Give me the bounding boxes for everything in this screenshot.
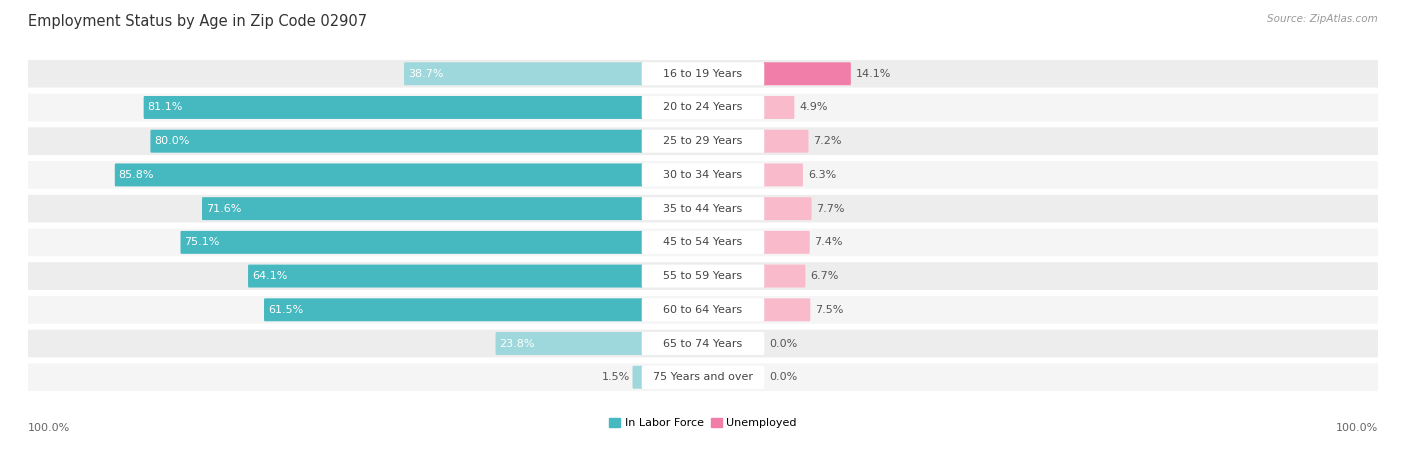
FancyBboxPatch shape (28, 364, 1378, 391)
FancyBboxPatch shape (641, 298, 765, 321)
FancyBboxPatch shape (28, 262, 1378, 290)
Text: 14.1%: 14.1% (856, 69, 891, 79)
FancyBboxPatch shape (641, 265, 765, 288)
FancyBboxPatch shape (28, 94, 1378, 121)
FancyBboxPatch shape (115, 163, 643, 186)
Text: 80.0%: 80.0% (155, 136, 190, 146)
Text: 6.7%: 6.7% (810, 271, 838, 281)
FancyBboxPatch shape (633, 366, 643, 389)
Text: 75 Years and over: 75 Years and over (652, 372, 754, 382)
FancyBboxPatch shape (641, 96, 765, 119)
FancyBboxPatch shape (763, 231, 810, 254)
Text: 0.0%: 0.0% (769, 339, 797, 349)
Text: 100.0%: 100.0% (1336, 423, 1378, 433)
FancyBboxPatch shape (641, 366, 765, 389)
Text: 7.2%: 7.2% (813, 136, 842, 146)
Text: 25 to 29 Years: 25 to 29 Years (664, 136, 742, 146)
FancyBboxPatch shape (28, 296, 1378, 324)
FancyBboxPatch shape (763, 265, 806, 288)
FancyBboxPatch shape (641, 130, 765, 153)
Text: 85.8%: 85.8% (118, 170, 155, 180)
Text: 75.1%: 75.1% (184, 237, 219, 247)
FancyBboxPatch shape (180, 231, 643, 254)
FancyBboxPatch shape (763, 130, 808, 153)
Text: 7.7%: 7.7% (817, 204, 845, 214)
FancyBboxPatch shape (763, 197, 811, 220)
FancyBboxPatch shape (641, 332, 765, 355)
FancyBboxPatch shape (150, 130, 643, 153)
FancyBboxPatch shape (495, 332, 643, 355)
Text: 45 to 54 Years: 45 to 54 Years (664, 237, 742, 247)
FancyBboxPatch shape (28, 161, 1378, 189)
FancyBboxPatch shape (28, 60, 1378, 87)
FancyBboxPatch shape (28, 330, 1378, 357)
Text: 65 to 74 Years: 65 to 74 Years (664, 339, 742, 349)
Text: 7.4%: 7.4% (814, 237, 844, 247)
Legend: In Labor Force, Unemployed: In Labor Force, Unemployed (605, 414, 801, 433)
Text: 100.0%: 100.0% (28, 423, 70, 433)
Text: 16 to 19 Years: 16 to 19 Years (664, 69, 742, 79)
Text: 38.7%: 38.7% (408, 69, 443, 79)
Text: 71.6%: 71.6% (205, 204, 242, 214)
FancyBboxPatch shape (264, 298, 643, 321)
Text: 23.8%: 23.8% (499, 339, 534, 349)
FancyBboxPatch shape (247, 265, 643, 288)
Text: 30 to 34 Years: 30 to 34 Years (664, 170, 742, 180)
Text: 55 to 59 Years: 55 to 59 Years (664, 271, 742, 281)
FancyBboxPatch shape (763, 298, 810, 321)
FancyBboxPatch shape (763, 62, 851, 85)
FancyBboxPatch shape (28, 195, 1378, 222)
Text: 81.1%: 81.1% (148, 102, 183, 112)
FancyBboxPatch shape (641, 62, 765, 85)
Text: 4.9%: 4.9% (799, 102, 828, 112)
Text: 20 to 24 Years: 20 to 24 Years (664, 102, 742, 112)
Text: Source: ZipAtlas.com: Source: ZipAtlas.com (1267, 14, 1378, 23)
Text: 1.5%: 1.5% (602, 372, 630, 382)
Text: 0.0%: 0.0% (769, 372, 797, 382)
Text: 6.3%: 6.3% (808, 170, 837, 180)
Text: 7.5%: 7.5% (815, 305, 844, 315)
FancyBboxPatch shape (143, 96, 643, 119)
FancyBboxPatch shape (28, 127, 1378, 155)
FancyBboxPatch shape (202, 197, 643, 220)
FancyBboxPatch shape (641, 231, 765, 254)
FancyBboxPatch shape (763, 163, 803, 186)
FancyBboxPatch shape (641, 197, 765, 220)
Text: 61.5%: 61.5% (269, 305, 304, 315)
FancyBboxPatch shape (28, 229, 1378, 256)
Text: 64.1%: 64.1% (252, 271, 287, 281)
Text: Employment Status by Age in Zip Code 02907: Employment Status by Age in Zip Code 029… (28, 14, 367, 28)
Text: 35 to 44 Years: 35 to 44 Years (664, 204, 742, 214)
FancyBboxPatch shape (641, 163, 765, 186)
Text: 60 to 64 Years: 60 to 64 Years (664, 305, 742, 315)
FancyBboxPatch shape (404, 62, 643, 85)
FancyBboxPatch shape (763, 96, 794, 119)
